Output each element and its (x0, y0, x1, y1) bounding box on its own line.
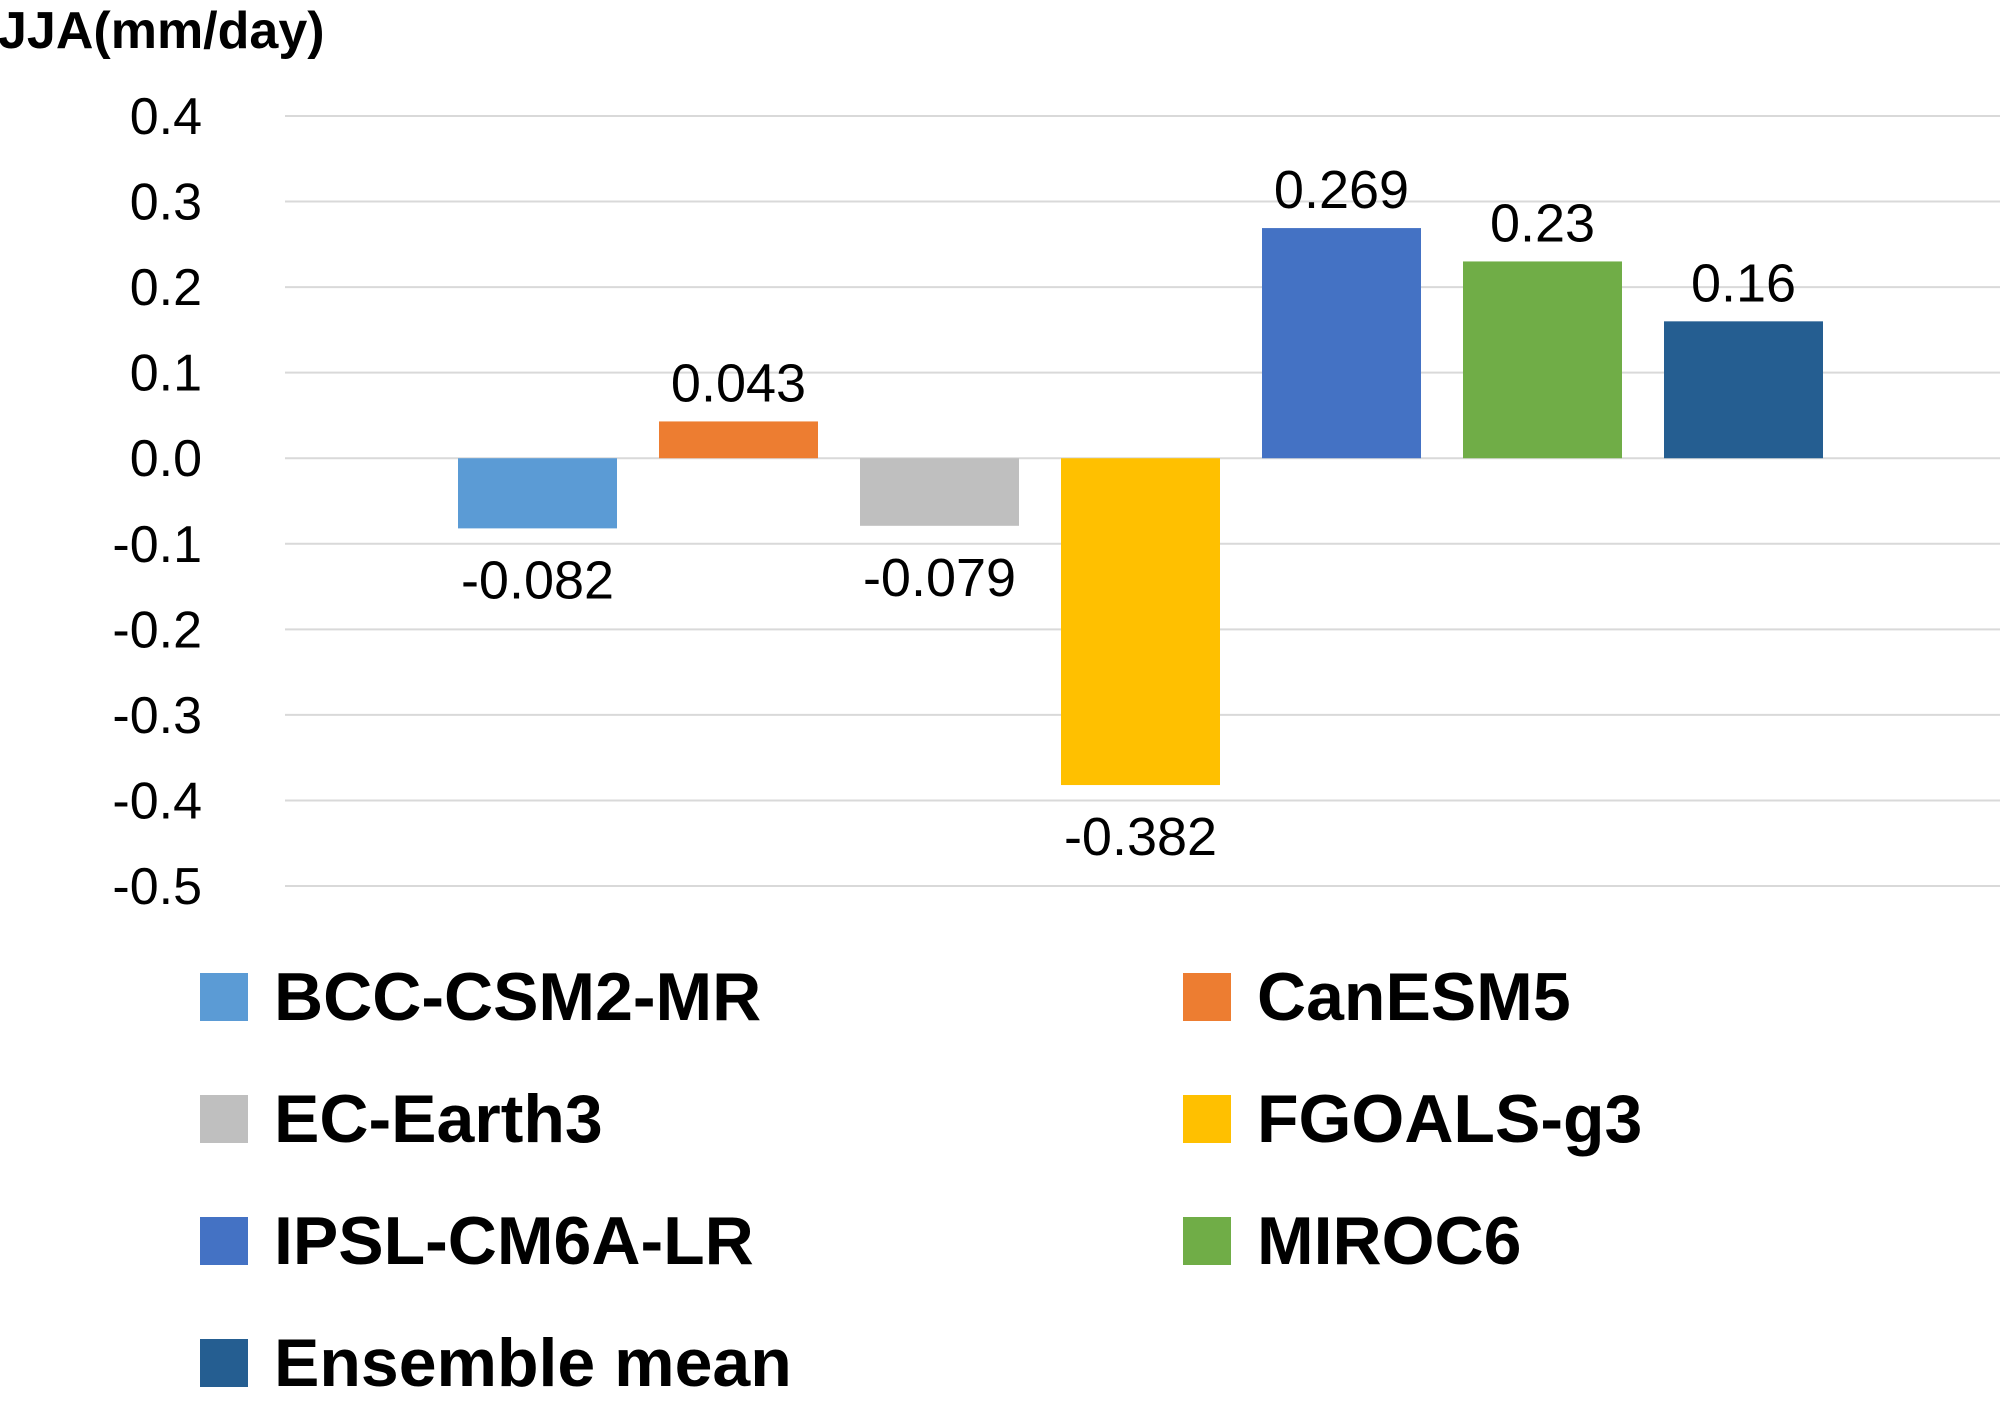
data-label: -0.082 (461, 550, 614, 610)
legend-label: IPSL-CM6A-LR (274, 1203, 754, 1279)
data-labels: -0.082 0.043 -0.079 -0.382 0.269 0.23 0.16 (461, 160, 1796, 867)
data-label: -0.079 (863, 548, 1016, 608)
y-tick-label: 0.1 (130, 345, 202, 403)
legend-label: FGOALS-g3 (1257, 1081, 1643, 1157)
legend-item: IPSL-CM6A-LR (200, 1191, 754, 1291)
data-label: 0.043 (671, 353, 806, 413)
legend-swatch (1183, 973, 1231, 1021)
y-tick-label: -0.2 (112, 601, 202, 659)
bar-ec-earth3 (860, 458, 1019, 526)
bar-canesm5 (659, 421, 818, 459)
y-tick-label: 0.0 (130, 430, 202, 488)
bar-miroc6 (1463, 261, 1622, 459)
legend-item: FGOALS-g3 (1183, 1069, 1642, 1169)
legend: BCC-CSM2-MR CanESM5 EC-Earth3 FGOALS-g3 IPSL… (0, 959, 2000, 1405)
legend-label: BCC-CSM2-MR (274, 959, 762, 1035)
bar-chart: JJA(mm/day) 0.4 0.3 0.2 0.1 0.0 -0.1 -0.2 -0.3 -… (0, 2, 2000, 916)
data-label: 0.23 (1490, 193, 1595, 253)
bar-bcc-csm2-mr (458, 458, 617, 529)
legend-item: Ensemble mean (200, 1313, 792, 1413)
y-tick-label: -0.3 (112, 687, 202, 745)
legend-swatch (200, 973, 248, 1021)
y-tick-label: 0.3 (130, 174, 202, 232)
legend-item: CanESM5 (1183, 947, 1571, 1047)
legend-swatch (200, 1217, 248, 1265)
legend-item: EC-Earth3 (200, 1069, 603, 1169)
legend-swatch (1183, 1095, 1231, 1143)
y-tick-label: -0.5 (112, 858, 202, 916)
legend-swatch (200, 1095, 248, 1143)
bar-ensemble-mean (1664, 321, 1823, 459)
legend-item: MIROC6 (1183, 1191, 1521, 1291)
y-axis-ticks: 0.4 0.3 0.2 0.1 0.0 -0.1 -0.2 -0.3 -0.4 -0.5 (112, 88, 202, 916)
y-tick-label: 0.4 (130, 88, 202, 146)
data-label: 0.16 (1691, 253, 1796, 313)
legend-item: BCC-CSM2-MR (200, 947, 761, 1047)
legend-label: Ensemble mean (274, 1325, 792, 1401)
legend-label: EC-Earth3 (274, 1081, 603, 1157)
legend-swatch (1183, 1217, 1231, 1265)
legend-label: CanESM5 (1257, 959, 1571, 1035)
y-axis-label: JJA(mm/day) (0, 2, 325, 60)
y-tick-label: -0.1 (112, 516, 202, 574)
legend-label: MIROC6 (1257, 1203, 1522, 1279)
y-tick-label: 0.2 (130, 259, 202, 317)
data-label: 0.269 (1274, 160, 1409, 220)
bars (458, 228, 1823, 786)
bar-ipsl-cm6a-lr (1262, 228, 1421, 459)
data-label: -0.382 (1064, 807, 1217, 867)
y-tick-label: -0.4 (112, 772, 202, 830)
bar-fgoals-g3 (1061, 458, 1220, 786)
legend-swatch (200, 1339, 248, 1387)
